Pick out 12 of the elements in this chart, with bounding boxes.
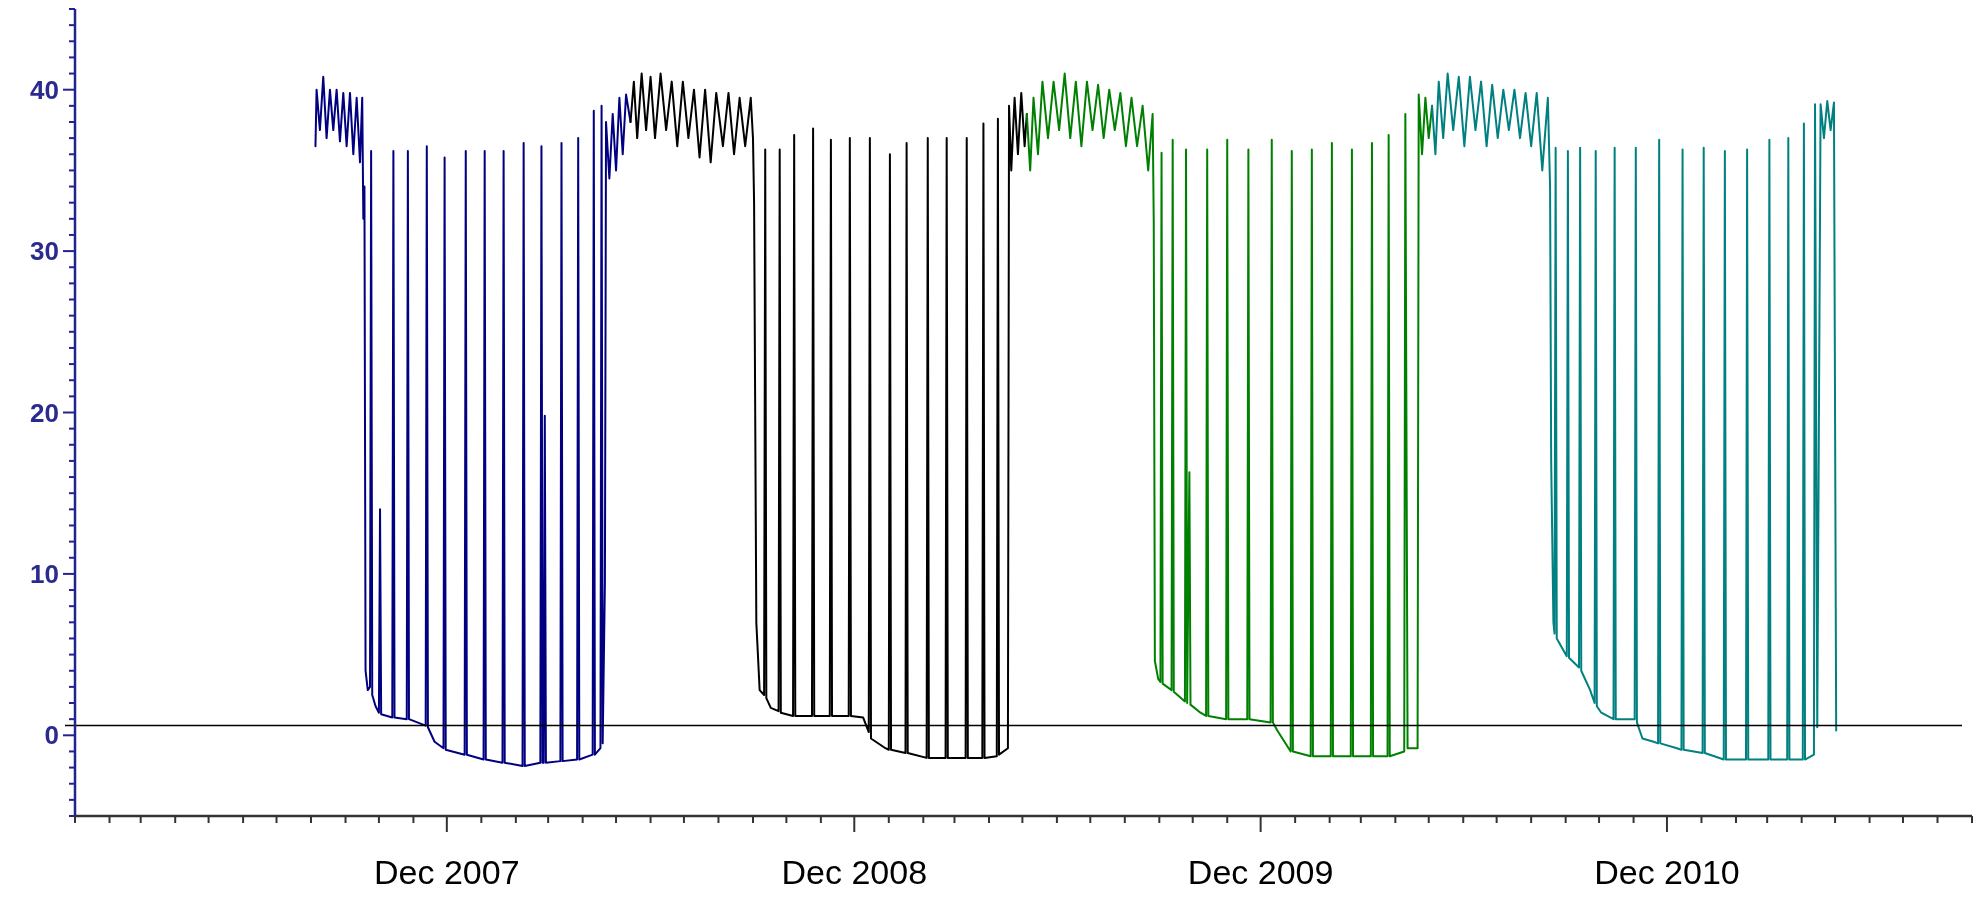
- x-tick-label: Dec 2008: [781, 853, 928, 891]
- line-series: [314, 75, 632, 767]
- y-tick-label: 10: [30, 559, 59, 589]
- y-tick-label: 40: [30, 74, 59, 105]
- y-tick-label: 20: [30, 397, 59, 428]
- x-tick-label: Dec 2010: [1594, 853, 1740, 891]
- line-series: [1431, 72, 1838, 761]
- line-series: [1025, 72, 1434, 758]
- x-tick-label: Dec 2007: [374, 853, 520, 891]
- y-tick-label: 30: [30, 236, 59, 267]
- x-tick-label: Dec 2009: [1187, 853, 1334, 891]
- y-tick-label: 0: [44, 720, 59, 751]
